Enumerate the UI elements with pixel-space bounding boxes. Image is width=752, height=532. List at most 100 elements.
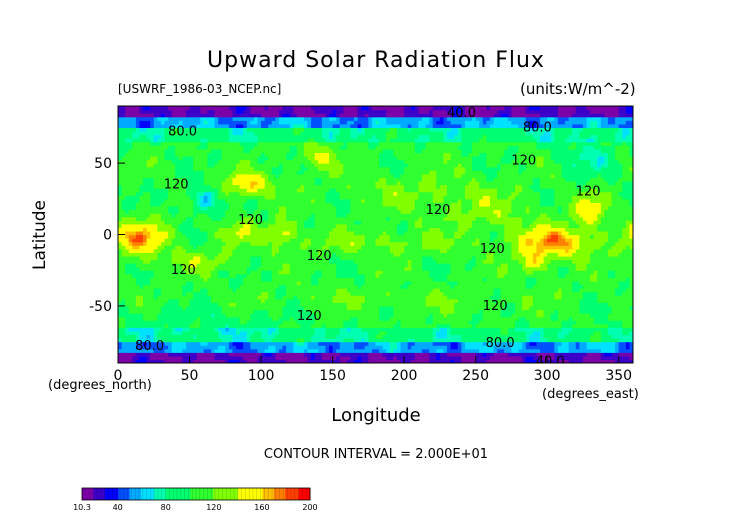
field-cell xyxy=(461,141,473,146)
field-cell xyxy=(118,238,130,243)
field-cell xyxy=(332,227,348,232)
field-cell xyxy=(540,177,566,182)
field-cell xyxy=(118,259,144,264)
field-cell xyxy=(118,227,144,232)
field-cell xyxy=(411,106,416,111)
field-cell xyxy=(350,198,362,203)
field-cell xyxy=(582,355,602,361)
field-cell xyxy=(511,209,527,214)
field-cell xyxy=(354,116,359,121)
field-cell xyxy=(447,277,484,282)
field-cell xyxy=(143,106,151,111)
colorbar-segment xyxy=(156,488,159,500)
field-cell xyxy=(597,273,609,278)
field-cell xyxy=(443,138,462,143)
field-cell xyxy=(629,166,633,171)
field-cell xyxy=(493,259,520,264)
field-cell xyxy=(454,238,477,243)
field-cell xyxy=(604,352,613,357)
field-cell xyxy=(207,238,223,243)
colorbar-min-label: 10.3 xyxy=(73,503,91,512)
field-cell xyxy=(504,227,534,232)
field-cell xyxy=(189,106,201,111)
field-cell xyxy=(622,170,633,175)
field-cell xyxy=(418,180,437,186)
field-cell xyxy=(318,248,323,253)
field-cell xyxy=(379,155,398,161)
field-cell xyxy=(600,116,609,121)
field-cell xyxy=(443,198,459,203)
field-cell xyxy=(611,141,623,146)
colorbar-segment xyxy=(148,488,151,500)
field-cell xyxy=(618,238,633,243)
field-cell xyxy=(157,295,194,300)
field-cell xyxy=(525,166,563,171)
field-cell xyxy=(493,116,509,121)
field-cell xyxy=(500,209,513,214)
field-cell xyxy=(429,348,437,353)
field-cell xyxy=(518,248,538,253)
field-cell xyxy=(493,291,502,296)
field-cell xyxy=(618,348,633,353)
colorbar-segment xyxy=(275,488,279,500)
field-cell xyxy=(447,273,498,278)
field-cell xyxy=(303,152,316,157)
field-cell xyxy=(246,330,255,336)
field-cell xyxy=(472,220,491,225)
field-cell xyxy=(543,327,563,332)
field-cell xyxy=(160,134,166,139)
field-cell xyxy=(464,191,498,196)
colorbar-segment xyxy=(152,488,155,500)
field-cell xyxy=(379,313,394,318)
field-cell xyxy=(293,341,298,346)
field-cell xyxy=(536,341,555,346)
field-cell xyxy=(565,234,580,239)
field-cell xyxy=(146,159,158,164)
field-cell xyxy=(143,241,148,246)
field-cell xyxy=(593,220,602,225)
field-cell xyxy=(590,177,605,182)
field-cell xyxy=(411,259,423,264)
field-cell xyxy=(421,116,430,121)
field-cell xyxy=(171,223,180,228)
field-cell xyxy=(518,348,541,353)
field-cell xyxy=(386,120,420,125)
field-cell xyxy=(429,134,445,139)
field-cell xyxy=(368,141,380,146)
field-cell xyxy=(497,191,513,196)
field-cell xyxy=(221,180,234,186)
field-cell xyxy=(132,359,137,363)
field-cell xyxy=(218,330,223,336)
field-cell xyxy=(286,155,294,161)
field-cell xyxy=(225,213,262,218)
field-cell xyxy=(511,159,538,164)
field-cell xyxy=(514,323,530,328)
field-cell xyxy=(586,116,602,121)
field-cell xyxy=(178,209,194,214)
field-cell xyxy=(228,352,262,357)
field-cell xyxy=(257,223,269,228)
field-cell xyxy=(325,345,330,350)
field-cell xyxy=(200,341,209,346)
colorbar-segment xyxy=(249,488,252,500)
field-cell xyxy=(218,191,226,196)
field-cell xyxy=(557,288,563,293)
field-cell xyxy=(221,216,244,221)
field-cell xyxy=(160,338,223,343)
contour-label: 120 xyxy=(426,203,451,218)
field-cell xyxy=(557,113,573,118)
field-cell xyxy=(271,338,298,343)
field-cell xyxy=(125,234,130,239)
colorbar-segment xyxy=(184,488,187,500)
field-cell xyxy=(615,152,631,157)
field-cell xyxy=(168,205,180,211)
field-cell xyxy=(128,327,155,332)
field-cell xyxy=(568,209,577,214)
field-cell xyxy=(214,202,230,207)
colorbar-segment xyxy=(273,488,277,500)
field-cell xyxy=(464,195,484,200)
field-cell xyxy=(193,166,237,171)
field-cell xyxy=(443,155,452,161)
field-cell xyxy=(143,313,158,318)
